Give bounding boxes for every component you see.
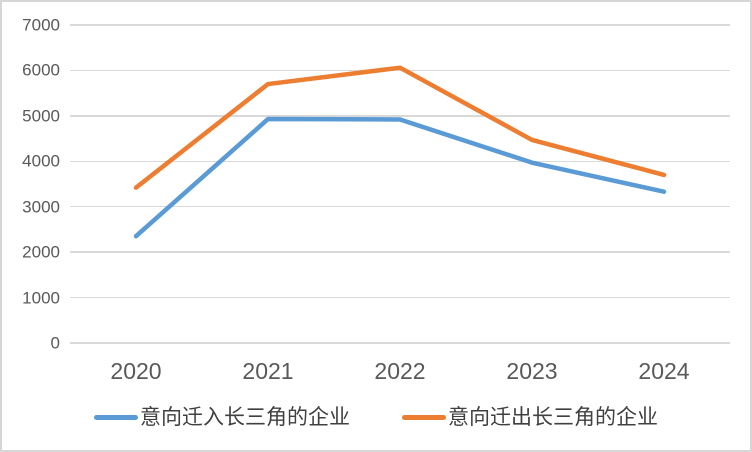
gridline (70, 115, 730, 117)
x-axis-tick-label: 2022 (374, 358, 426, 384)
gridline (70, 296, 730, 299)
legend-item-move-in: 意向迁入长三角的企业 (94, 405, 350, 430)
gridline (70, 251, 730, 253)
legend-label-move-in: 意向迁入长三角的企业 (140, 406, 350, 429)
y-axis-tick-label: 0 (50, 333, 60, 353)
legend-line-marker-orange (402, 415, 446, 421)
y-axis-tick-label: 7000 (22, 15, 60, 35)
y-axis-tick-label: 4000 (22, 151, 60, 171)
gridline (70, 160, 730, 163)
legend-line-marker-blue (94, 415, 138, 421)
gridline (70, 24, 730, 26)
y-axis-tick-label: 5000 (22, 106, 60, 126)
x-axis-tick-label: 2024 (638, 358, 690, 384)
legend-item-move-out: 意向迁出长三角的企业 (402, 405, 658, 430)
series-line-1 (133, 65, 667, 190)
series-line-0 (133, 116, 667, 239)
legend: 意向迁入长三角的企业 意向迁出长三角的企业 (2, 405, 750, 430)
x-axis-tick-label: 2023 (506, 358, 558, 384)
legend-label-move-out: 意向迁出长三角的企业 (448, 406, 658, 429)
gridline (70, 205, 730, 208)
y-axis-tick-label: 2000 (22, 242, 60, 262)
x-axis-tick-label: 2021 (242, 358, 294, 384)
y-axis-tick-label: 3000 (22, 197, 60, 217)
gridline (70, 69, 730, 72)
x-axis-tick-label: 2020 (110, 358, 162, 384)
gridline (70, 342, 730, 344)
y-axis-tick-label: 6000 (22, 60, 60, 80)
y-axis-tick-label: 1000 (22, 288, 60, 308)
